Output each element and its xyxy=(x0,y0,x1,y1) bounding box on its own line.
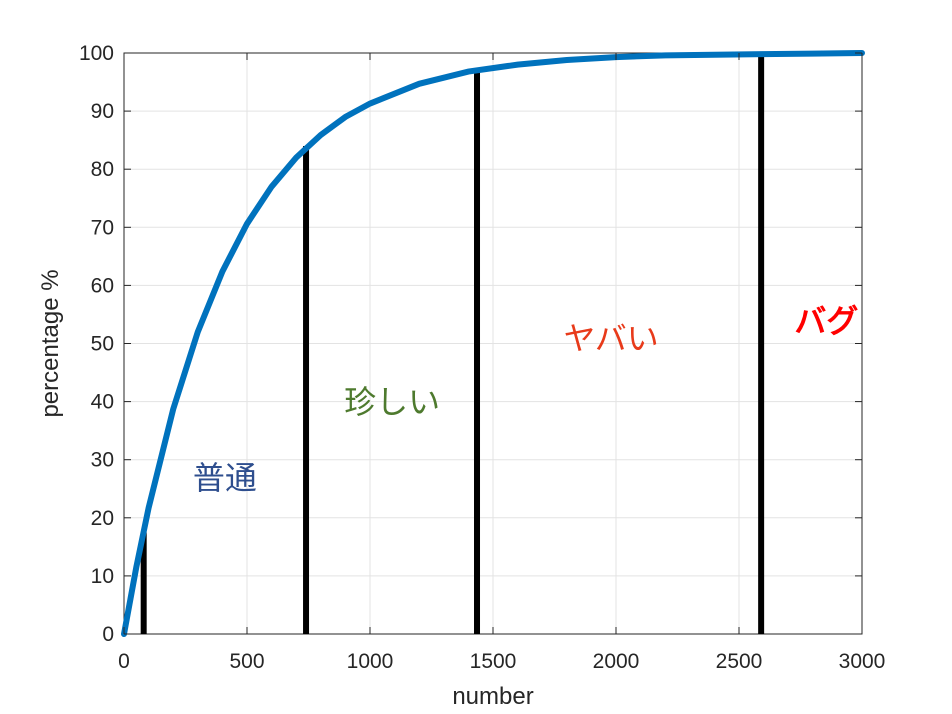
y-tick-label: 60 xyxy=(91,274,114,297)
x-axis-label: number xyxy=(452,683,533,710)
x-tick-label: 1000 xyxy=(347,650,394,673)
x-tick-label: 1500 xyxy=(470,650,517,673)
y-tick-label: 40 xyxy=(91,391,114,414)
annotation-label: バグ xyxy=(794,302,858,340)
y-tick-label: 100 xyxy=(79,42,114,65)
y-tick-label: 20 xyxy=(91,507,114,530)
y-tick-label: 80 xyxy=(91,158,114,181)
y-tick-label: 30 xyxy=(91,449,114,472)
y-tick-label: 0 xyxy=(102,623,114,646)
x-tick-label: 2500 xyxy=(716,650,763,673)
annotation-label: 珍しい xyxy=(344,383,440,421)
x-tick-label: 3000 xyxy=(839,650,886,673)
x-tick-label: 2000 xyxy=(593,650,640,673)
y-axis-label: percentage % xyxy=(37,269,64,417)
x-tick-label: 0 xyxy=(118,650,130,673)
grid-lines xyxy=(123,52,863,635)
x-tick-label: 500 xyxy=(229,650,264,673)
annotations: 普通 珍しい ヤバい バグ xyxy=(193,302,858,497)
cumulative-curve xyxy=(121,50,865,637)
y-tick-label: 70 xyxy=(91,216,114,239)
annotation-label: 普通 xyxy=(193,459,257,497)
y-tick-label: 90 xyxy=(91,100,114,123)
y-tick-label: 10 xyxy=(91,565,114,588)
y-tick-label: 50 xyxy=(91,333,114,356)
y-axis-ticks: 0 10 20 30 40 50 60 70 80 90 100 xyxy=(79,42,862,646)
x-axis-ticks: 0 500 1000 1500 2000 2500 3000 xyxy=(118,53,885,673)
annotation-label: ヤバい xyxy=(563,319,658,357)
marker-bars xyxy=(140,54,765,634)
